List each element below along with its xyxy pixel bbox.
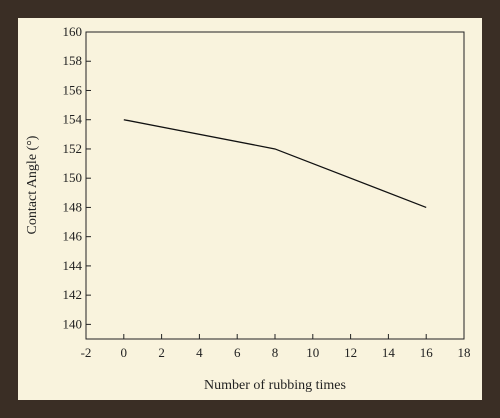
series-layer [123, 119, 427, 209]
y-tick-label: 156 [63, 82, 83, 97]
y-tick-label: 152 [63, 141, 83, 156]
x-tick-label: 0 [121, 345, 128, 360]
plot-frame [85, 31, 465, 340]
series-line-0 [123, 119, 427, 209]
line-chart: -2 0 2 4 6 8 10 12 14 16 18 1401421441461481501521… [25, 24, 471, 393]
y-tick-label: 160 [63, 24, 83, 39]
chart-panel: -2 0 2 4 6 8 10 12 14 16 18 140 142 144 146 148 150 152 1… [18, 18, 482, 400]
x-tick-label: 8 [272, 345, 279, 360]
y-tick-label: 148 [63, 199, 83, 214]
x-tick-label: -2 [81, 345, 92, 360]
y-tick-label: 142 [63, 287, 83, 302]
x-tick-label: 10 [306, 345, 319, 360]
y-tick-label: 150 [63, 170, 83, 185]
x-tick-label: 6 [234, 345, 241, 360]
x-tick-label: 16 [420, 345, 434, 360]
y-tick-label: 146 [63, 229, 83, 244]
y-tick-label: 158 [63, 53, 83, 68]
y-tick-label: 144 [63, 258, 83, 273]
x-tick-label: 14 [382, 345, 396, 360]
y-tick-label: 154 [63, 112, 83, 127]
y-tick-label: 140 [63, 316, 83, 331]
x-tick-label: 18 [458, 345, 471, 360]
x-tick-label: 12 [344, 345, 357, 360]
y-axis-title: Contact Angle (°) [25, 135, 40, 234]
x-axis: -2 0 2 4 6 8 10 12 14 16 18 [81, 334, 471, 360]
x-tick-label: 4 [196, 345, 203, 360]
x-axis-title: Number of rubbing times [204, 378, 346, 393]
x-tick-label: 2 [158, 345, 165, 360]
y-axis: 140 142 144 146 148 150 152 154 156 158 160 [63, 24, 91, 331]
